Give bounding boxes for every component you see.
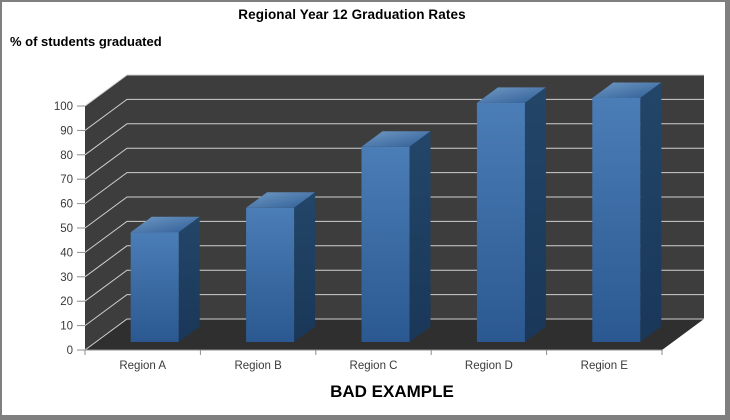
x-category-label: Region D xyxy=(465,360,513,372)
y-tick-label: 30 xyxy=(60,272,73,284)
bar-front-face xyxy=(592,98,641,342)
x-category-label: Region B xyxy=(234,360,282,372)
y-tick-label: 40 xyxy=(60,247,73,259)
chart-title: Regional Year 12 Graduation Rates xyxy=(238,7,466,22)
x-category-label: Region C xyxy=(350,360,398,372)
gridline xyxy=(84,74,704,107)
bar-side-face xyxy=(640,82,662,342)
bar-top-face xyxy=(361,131,431,147)
bar-top-face xyxy=(130,216,200,233)
y-tick-label: 100 xyxy=(54,101,73,113)
y-axis-title: % of students graduated xyxy=(10,34,162,49)
y-tick-label: 60 xyxy=(60,199,73,211)
caption-bad-example: BAD EXAMPLE xyxy=(330,382,454,401)
x-category-label: Region A xyxy=(119,360,166,372)
bar-region-d xyxy=(476,87,546,342)
bar-front-face xyxy=(361,146,410,342)
bar-side-face xyxy=(294,192,316,342)
bar-region-c xyxy=(361,131,431,342)
y-tick-label: 80 xyxy=(60,150,73,162)
y-tick-label: 90 xyxy=(60,125,73,137)
bar-region-a xyxy=(130,216,200,342)
y-tick-label: 70 xyxy=(60,174,73,186)
bar-side-face xyxy=(409,131,431,342)
x-category-label: Region E xyxy=(581,360,629,372)
bar-region-b xyxy=(246,192,316,342)
bar-region-e xyxy=(592,82,662,342)
y-tick-label: 10 xyxy=(60,321,73,333)
y-tick-label: 0 xyxy=(67,345,73,357)
bar-top-face xyxy=(592,82,662,98)
bar-top-face xyxy=(476,87,546,103)
bar-front-face xyxy=(246,207,295,342)
bar-top-face xyxy=(246,192,316,208)
bar-front-face xyxy=(130,232,179,342)
bar-front-face xyxy=(476,102,525,342)
bar-side-face xyxy=(178,216,200,342)
y-tick-label: 50 xyxy=(60,223,73,235)
y-tick-label: 20 xyxy=(60,296,73,308)
bar-side-face xyxy=(524,87,546,342)
